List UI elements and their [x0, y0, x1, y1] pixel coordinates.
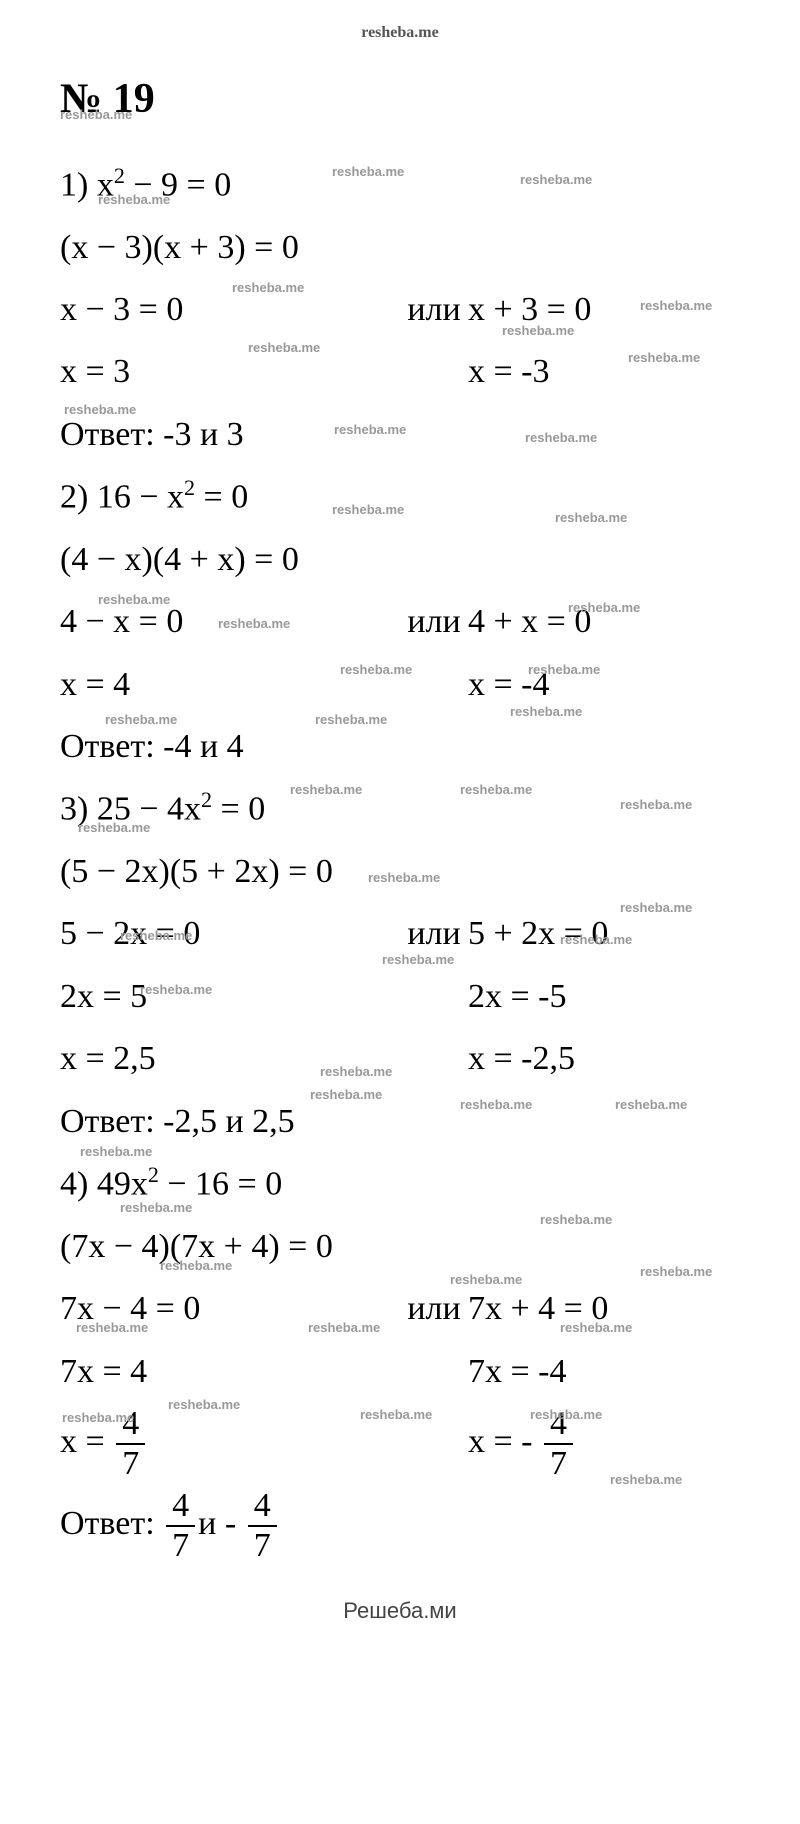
p3-answer: Ответ: -2,5 и 2,5 — [60, 1095, 740, 1149]
p3-step: 2x = 5 2x = -5 — [60, 970, 740, 1024]
p3-factored: (5 − 2x)(5 + 2x) = 0 — [60, 845, 740, 899]
p4-step: 7x = 4 7x = -4 — [60, 1345, 740, 1399]
p4-sol-left: x = 47 — [60, 1407, 400, 1481]
problem-title: № 19 — [60, 66, 740, 133]
p1-split-right: x + 3 = 0 — [468, 283, 740, 337]
p1-sol-left: x = 3 — [60, 345, 400, 399]
p1-split-left: x − 3 = 0 — [60, 283, 400, 337]
p3-step-left: 2x = 5 — [60, 970, 400, 1024]
p4-split: 7x − 4 = 0 или 7x + 4 = 0 — [60, 1282, 740, 1336]
p2-solutions: x = 4 x = -4 — [60, 658, 740, 712]
p2-split-right: 4 + x = 0 — [468, 595, 740, 649]
p3-sol-left: x = 2,5 — [60, 1032, 400, 1086]
p2-sol-right: x = -4 — [468, 658, 740, 712]
p1-or: или — [407, 283, 460, 337]
p3-solutions: x = 2,5 x = -2,5 — [60, 1032, 740, 1086]
p1-answer: Ответ: -3 и 3 — [60, 408, 740, 462]
top-watermark: resheba.me — [60, 20, 740, 46]
p2-sol-left: x = 4 — [60, 658, 400, 712]
p2-or: или — [407, 595, 460, 649]
p2-equation: 2) 16 − x2 = 0 — [60, 470, 740, 525]
p1-solutions: x = 3 x = -3 — [60, 345, 740, 399]
p1-factored: (x − 3)(x + 3) = 0 — [60, 221, 740, 275]
p4-step-left: 7x = 4 — [60, 1345, 400, 1399]
p4-answer: Ответ: 47и - 47 — [60, 1489, 740, 1563]
p4-solutions: x = 47 x = - 47 — [60, 1407, 740, 1481]
p3-sol-right: x = -2,5 — [468, 1032, 740, 1086]
p4-or: или — [407, 1282, 460, 1336]
p4-step-right: 7x = -4 — [468, 1345, 740, 1399]
footer-text: Решеба.ми — [60, 1593, 740, 1628]
p1-sol-right: x = -3 — [468, 345, 740, 399]
p4-factored: (7x − 4)(7x + 4) = 0 — [60, 1220, 740, 1274]
p1-equation: 1) x2 − 9 = 0 — [60, 158, 740, 213]
p4-answer-prefix: Ответ: — [60, 1505, 163, 1542]
p2-factored: (4 − x)(4 + x) = 0 — [60, 533, 740, 587]
p3-split: 5 − 2x = 0 или 5 + 2x = 0 — [60, 907, 740, 961]
p1-split: x − 3 = 0 или x + 3 = 0 — [60, 283, 740, 337]
p2-answer: Ответ: -4 и 4 — [60, 720, 740, 774]
p4-equation: 4) 49x2 − 16 = 0 — [60, 1157, 740, 1212]
p3-equation: 3) 25 − 4x2 = 0 — [60, 782, 740, 837]
p3-or: или — [407, 907, 460, 961]
p4-split-left: 7x − 4 = 0 — [60, 1282, 400, 1336]
p2-split-left: 4 − x = 0 — [60, 595, 400, 649]
p4-split-right: 7x + 4 = 0 — [468, 1282, 740, 1336]
p2-split: 4 − x = 0 или 4 + x = 0 — [60, 595, 740, 649]
p4-answer-mid: и - — [198, 1505, 236, 1542]
p4-sol-right: x = - 47 — [468, 1407, 740, 1481]
p3-split-right: 5 + 2x = 0 — [468, 907, 740, 961]
p3-split-left: 5 − 2x = 0 — [60, 907, 400, 961]
p3-step-right: 2x = -5 — [468, 970, 740, 1024]
